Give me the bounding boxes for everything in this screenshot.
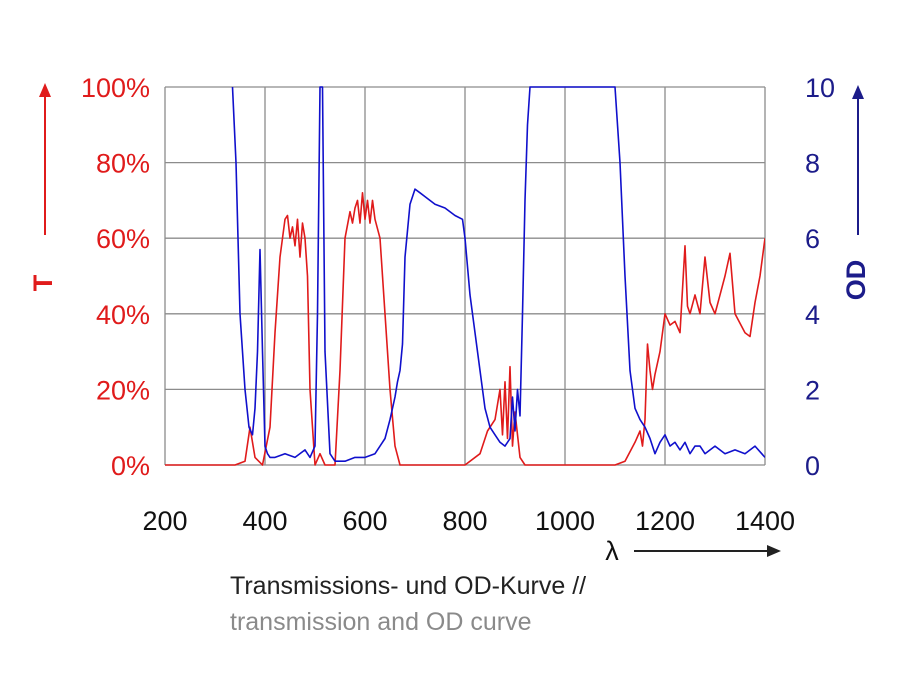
transmission-curve [165, 192, 765, 466]
x-axis-title: λ [605, 536, 619, 566]
y-left-tick-label: 80% [96, 149, 150, 179]
x-tick-label: 800 [442, 506, 487, 536]
y-left-arrow-head [39, 83, 51, 97]
x-tick-label: 600 [342, 506, 387, 536]
y-left-tick-label: 0% [111, 451, 150, 481]
y-right-tick-label: 8 [805, 149, 820, 179]
caption-line-1: Transmissions- und OD-Kurve // [230, 572, 587, 600]
series-group [165, 86, 765, 466]
y-right-axis-title: OD [841, 260, 871, 301]
x-arrow-head [767, 545, 781, 557]
x-tick-label: 1400 [735, 506, 795, 536]
x-tick-label: 1000 [535, 506, 595, 536]
x-tick-label: 200 [142, 506, 187, 536]
tick-labels: 0% 20% 40% 60% 80% 100% 0 2 4 6 8 10 200 400 600 800 100… [81, 73, 835, 536]
y-left-axis-title: T [28, 274, 58, 291]
axis-titles: T OD λ [28, 83, 871, 566]
od-curve [231, 86, 765, 463]
y-left-tick-label: 60% [96, 224, 150, 254]
caption-line-2: transmission and OD curve [230, 608, 532, 636]
x-tick-label: 1200 [635, 506, 695, 536]
y-right-tick-label: 4 [805, 300, 820, 330]
y-left-tick-label: 20% [96, 375, 150, 405]
y-right-tick-label: 6 [805, 224, 820, 254]
y-right-tick-label: 2 [805, 375, 820, 405]
y-left-tick-label: 100% [81, 73, 150, 103]
y-right-tick-label: 0 [805, 451, 820, 481]
y-right-arrow-head [852, 85, 864, 99]
y-left-tick-label: 40% [96, 300, 150, 330]
y-right-tick-label: 10 [805, 73, 835, 103]
x-tick-label: 400 [242, 506, 287, 536]
